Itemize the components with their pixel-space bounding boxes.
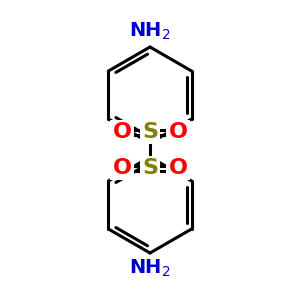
- Text: O: O: [112, 122, 131, 142]
- Text: NH$_2$: NH$_2$: [129, 21, 171, 42]
- Text: O: O: [112, 158, 131, 178]
- Text: NH$_2$: NH$_2$: [129, 258, 171, 279]
- Text: S: S: [142, 158, 158, 178]
- Text: S: S: [142, 122, 158, 142]
- Text: O: O: [169, 122, 188, 142]
- Text: O: O: [169, 158, 188, 178]
